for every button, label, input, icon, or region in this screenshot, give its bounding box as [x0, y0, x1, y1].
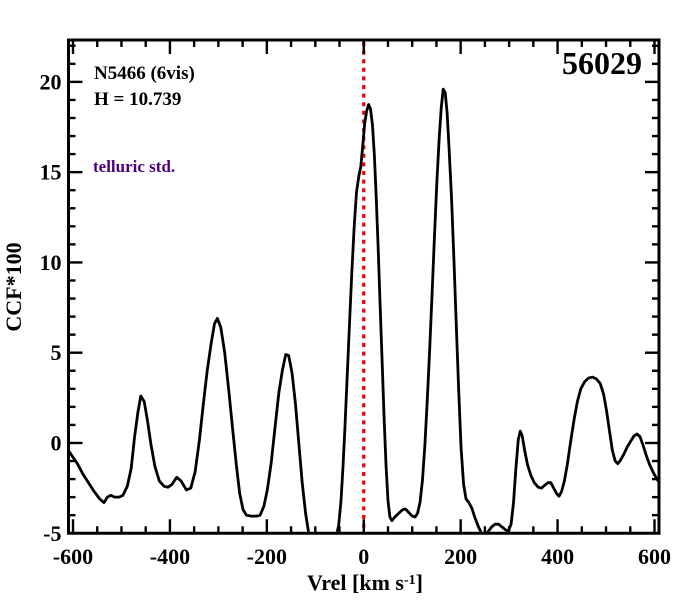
- y-axis-title: CCF*100: [1, 242, 26, 332]
- x-tick-label: 200: [444, 544, 477, 569]
- epoch-id-label: 56029: [562, 45, 642, 81]
- x-tick-label: -200: [247, 544, 287, 569]
- y-tick-label: 15: [40, 160, 62, 185]
- x-axis-title-close: ]: [415, 570, 423, 595]
- x-tick-label: 600: [638, 544, 671, 569]
- x-axis-title-main: Vrel [km s: [307, 570, 404, 595]
- y-tick-label: 10: [40, 250, 62, 275]
- y-tick-label: -5: [43, 521, 61, 546]
- y-tick-label: 0: [51, 430, 62, 455]
- h-magnitude-label: H = 10.739: [94, 89, 182, 110]
- x-tick-label: -600: [53, 544, 93, 569]
- x-tick-label: 0: [358, 544, 369, 569]
- x-axis-title-exponent: -1: [403, 573, 416, 588]
- y-tick-label: 20: [40, 69, 62, 94]
- x-tick-label: -400: [150, 544, 190, 569]
- y-tick-label: 5: [51, 340, 62, 365]
- telluric-note-label: telluric std.: [93, 157, 176, 176]
- ccf-curve: [70, 87, 658, 532]
- x-axis-title: Vrel [km s-1]: [215, 570, 515, 596]
- x-tick-label: 400: [541, 544, 574, 569]
- target-label: N5466 (6vis): [94, 63, 195, 84]
